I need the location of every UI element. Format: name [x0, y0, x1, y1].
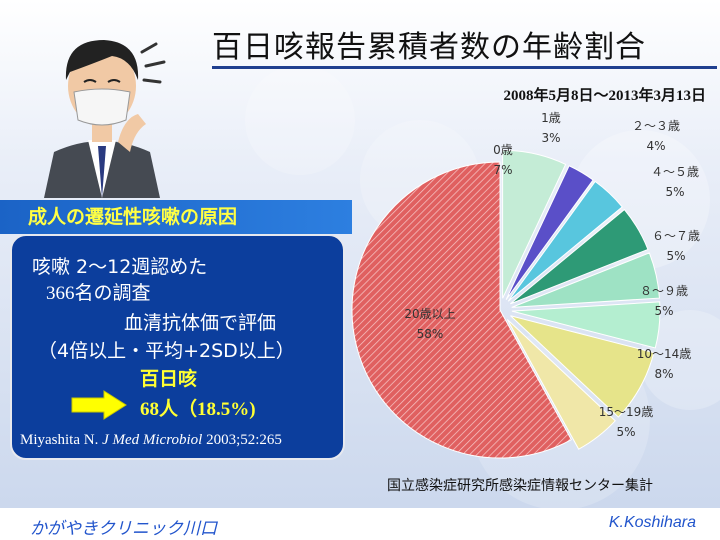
author-name: K.Koshihara — [608, 514, 696, 531]
slice-label: ２～３歳 4% — [632, 119, 680, 153]
age-pie-chart: 0歳 7% 1歳 3% ２～３歳 4% ４～５歳 5% ６～７歳 5% ８～９歳 5% 10～14歳 8%… — [351, 111, 700, 459]
pie-slice — [505, 165, 594, 300]
slice-label: 15～19歳 5% — [599, 405, 654, 439]
pie-slice — [507, 180, 623, 302]
panel-line-1: 咳嗽 2～12週認めた — [32, 256, 208, 278]
pie-slice — [511, 252, 660, 308]
panel-line-2: 366名の調査 — [46, 283, 151, 304]
slice-label: ４～５歳 5% — [651, 165, 699, 199]
panel-heading: 成人の遷延性咳嗽の原因 — [0, 200, 352, 234]
pie-slice — [510, 208, 649, 305]
citation-rest: 2003;52:265 — [202, 432, 282, 448]
slice-label: ６～７歳 5% — [652, 229, 700, 263]
citation-author: Miyashita N. — [20, 432, 103, 448]
slice-label: 20歳以上 58% — [404, 307, 455, 341]
panel-highlight-value: 68人（18.5%) — [140, 399, 256, 420]
info-panel — [10, 234, 345, 460]
source-note: 国立感染症研究所感染症情報センター集計 — [387, 478, 653, 494]
citation: Miyashita N. J Med Microbiol 2003;52:265 — [20, 432, 282, 449]
citation-journal: J Med Microbiol — [102, 432, 203, 448]
footer-band — [0, 508, 720, 540]
slice-label: 0歳 7% — [493, 143, 513, 177]
title-underline — [212, 66, 717, 69]
panel-line-4: （4倍以上・平均+2SD以上） — [38, 340, 295, 362]
panel-line-3: 血清抗体価で評価 — [124, 312, 277, 334]
pie-slice — [506, 319, 616, 450]
arrow-right-icon — [71, 390, 127, 420]
clinic-name: かがやきクリニック川口 — [30, 519, 217, 539]
slice-label: 10～14歳 8% — [637, 347, 692, 381]
slice-label: 1歳 3% — [541, 111, 561, 145]
pie-slice — [351, 161, 572, 459]
slide-title: 百日咳報告累積者数の年齢割合 — [212, 30, 646, 65]
coughing-man-illustration — [44, 40, 166, 198]
pie-slice — [510, 315, 655, 418]
panel-highlight-label: 百日咳 — [140, 368, 198, 390]
pie-slice — [502, 149, 567, 299]
pie-slice — [511, 301, 661, 349]
slice-label: ８～９歳 5% — [640, 284, 688, 318]
date-range: 2008年5月8日～2013年3月13日 — [503, 88, 706, 104]
